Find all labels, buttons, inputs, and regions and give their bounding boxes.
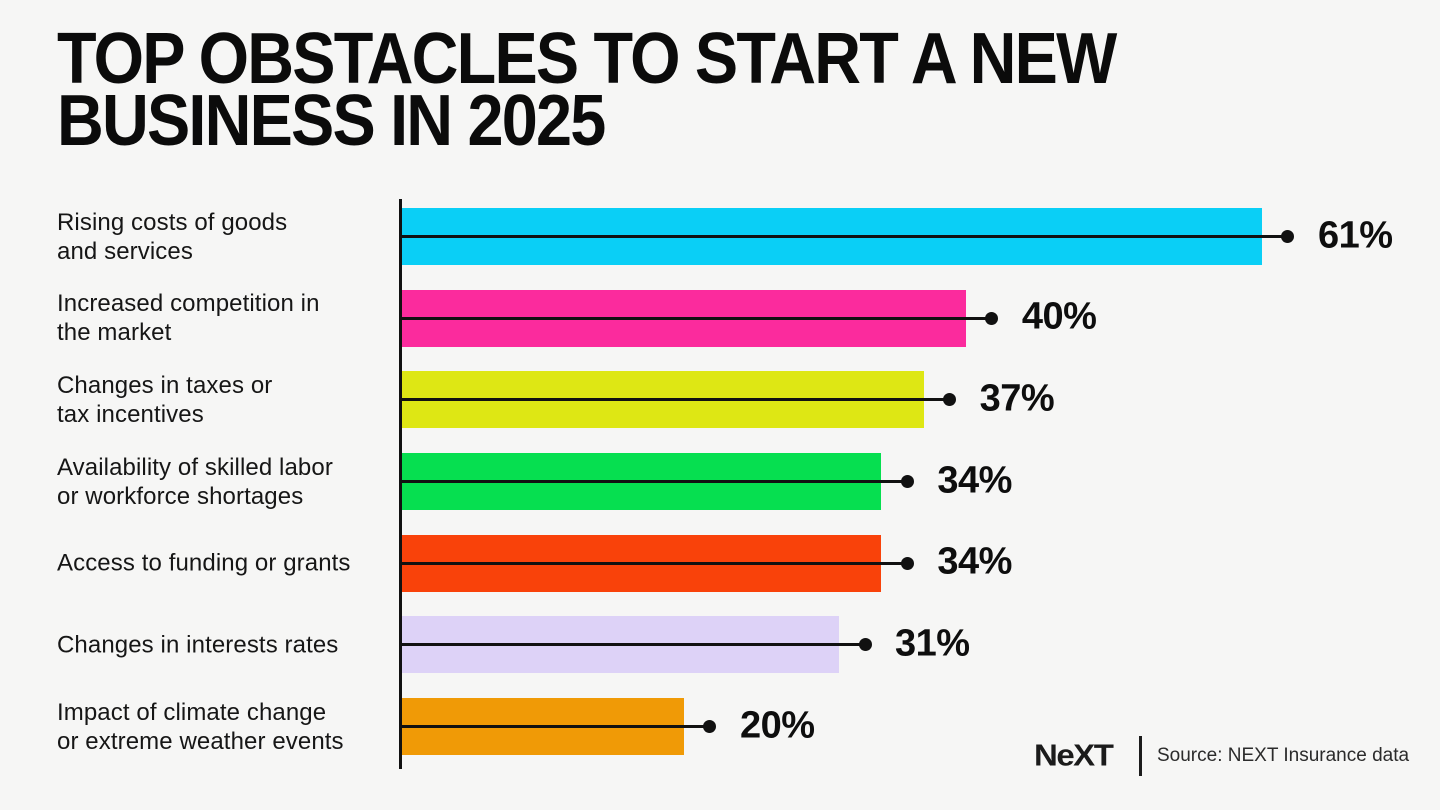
connector-line [399, 235, 1288, 238]
category-label-line: Rising costs of goods [57, 208, 288, 236]
category-label-line: the market [57, 319, 172, 347]
connector-dot [985, 311, 999, 325]
page-title-line-1: TOP OBSTACLES TO START A NEW [57, 19, 1117, 99]
value-label: 61% [1317, 214, 1393, 257]
category-label-line: Availability of skilled labor [57, 453, 333, 481]
connector-line [399, 725, 710, 729]
connector-dot [1281, 230, 1295, 243]
category-label: Rising costs of goods and services [57, 208, 287, 266]
connector-dot [900, 475, 914, 488]
connector-dot [858, 638, 872, 652]
category-label-line: and services [57, 237, 193, 265]
value-label: 20% [739, 704, 815, 747]
category-label: Changes in interests rates [57, 630, 338, 659]
category-label-line: Impact of climate change [57, 698, 327, 726]
connector-dot [703, 720, 717, 734]
value-label: 34% [937, 540, 1012, 583]
category-label-line: Increased competition in [57, 290, 320, 318]
connector-line [399, 316, 992, 320]
next-insurance-logo: NeXT [1034, 738, 1114, 773]
category-label: Impact of climate change or extreme weath… [57, 698, 344, 756]
page-title: TOP OBSTACLES TO START A NEW BUSINESS IN… [57, 19, 1117, 161]
category-label-line: Access to funding or grants [57, 549, 351, 577]
category-label-line: or workforce shortages [57, 482, 304, 510]
connector-dot [943, 393, 957, 407]
connector-line [399, 398, 950, 402]
chart-axis-line [399, 199, 402, 769]
connector-dot [900, 556, 914, 570]
category-label-line: Changes in taxes or [57, 371, 273, 399]
footer-divider [1139, 736, 1142, 776]
connector-line [399, 480, 908, 483]
value-label: 37% [979, 377, 1055, 420]
category-label: Availability of skilled labor or workforc… [57, 453, 333, 511]
connector-line [399, 643, 866, 647]
source-attribution: Source: NEXT Insurance data [1157, 745, 1410, 766]
page-title-line-2: BUSINESS IN 2025 [57, 81, 606, 161]
connector-line [399, 561, 908, 565]
category-label-line: or extreme weather events [57, 727, 344, 755]
category-label-line: tax incentives [57, 400, 204, 428]
value-label: 34% [937, 459, 1012, 502]
category-label-line: Changes in interests rates [57, 631, 339, 659]
category-label: Access to funding or grants [57, 549, 351, 578]
category-label: Changes in taxes or tax incentives [57, 371, 272, 429]
value-label: 31% [895, 622, 970, 665]
value-label: 40% [1021, 295, 1097, 338]
category-label: Increased competition in the market [57, 289, 320, 347]
